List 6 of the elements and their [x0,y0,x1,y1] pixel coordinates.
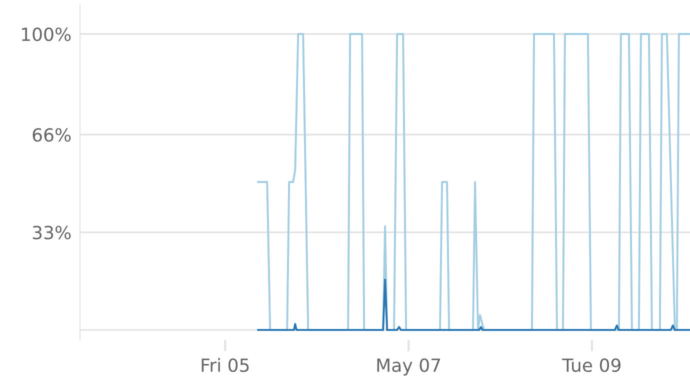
x-tick-label: Fri 05 [202,358,249,372]
y-tick-label: 66% [32,128,71,142]
y-tick-label: 100% [22,27,71,42]
x-tick-label: Tue 09 [562,358,620,372]
y-tick-label: 33% [32,226,71,240]
x-tick-label: May 07 [377,358,440,376]
